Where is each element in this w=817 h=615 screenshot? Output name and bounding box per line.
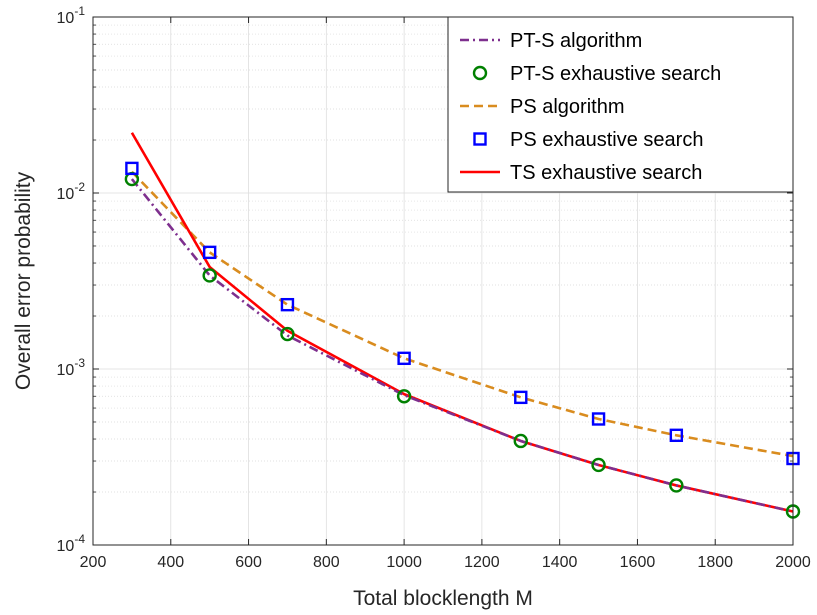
tick-labels: 200 400 600 800 1000 1200 1400 1600 1800 2000 10-4…: [57, 4, 811, 571]
series-line-pt-s-algorithm: [130, 178, 794, 513]
data-point-ps-exhaustive-search: [280, 297, 295, 312]
data-point-ps-exhaustive-search: [514, 390, 528, 405]
series-line-ts-exhaustive-search: [130, 132, 794, 513]
x-tick-label: 1600: [620, 554, 656, 571]
legend-box: [447, 16, 794, 193]
x-tick-label: 1400: [542, 554, 578, 571]
x-tick-label: 1000: [386, 554, 422, 571]
x-tick-label: 1800: [697, 554, 733, 571]
legend-label-ps-algorithm: PS algorithm: [510, 96, 625, 118]
data-point-pt-s-exhaustive-search: [396, 389, 412, 404]
y-tick-label: 10-3: [57, 356, 86, 379]
y-tick-label: 10-2: [57, 180, 86, 203]
data-point-pt-s-exhaustive-search: [513, 433, 528, 449]
data-point-pt-s-exhaustive-search: [591, 457, 606, 473]
data-point-ps-exhaustive-search: [202, 245, 217, 260]
series-layer: [124, 132, 801, 519]
legend-label-ps-exhaustive-search: PS exhaustive search: [510, 129, 703, 151]
legend-label-ts-exhaustive-search: TS exhaustive search: [510, 162, 702, 184]
data-point-ps-exhaustive-search: [591, 412, 606, 426]
legend-label-pt-s-exhaustive-search: PT-S exhaustive search: [510, 63, 721, 85]
x-tick-label: 600: [235, 554, 262, 571]
plot-frame: [92, 16, 794, 546]
y-tick-label: 10-1: [57, 4, 86, 27]
data-point-ps-exhaustive-search: [397, 351, 411, 366]
legend-label-pt-s-algorithm: PT-S algorithm: [510, 30, 642, 52]
data-point-pt-s-exhaustive-search: [280, 326, 295, 342]
data-point-pt-s-exhaustive-search: [669, 478, 684, 493]
series-line-ps-algorithm: [130, 170, 794, 458]
x-tick-label: 400: [157, 554, 184, 571]
legend-swatch-pt-s-exhaustive-search: [472, 65, 488, 81]
data-point-pt-s-exhaustive-search: [202, 268, 217, 283]
data-point-ps-exhaustive-search: [125, 161, 139, 176]
x-tick-label: 800: [313, 554, 340, 571]
legend: PT-S algorithm PT-S exhaustive search PS a…: [447, 16, 794, 193]
data-point-ps-exhaustive-search: [669, 428, 684, 443]
y-tick-label: 10-4: [57, 532, 86, 555]
x-tick-label: 1200: [464, 554, 500, 571]
x-tick-label: 200: [80, 554, 107, 571]
x-tick-label: 2000: [775, 554, 811, 571]
x-axis-title: Total blocklength M: [353, 587, 533, 610]
legend-swatch-ps-exhaustive-search: [473, 132, 487, 146]
y-axis-title: Overall error probability: [12, 171, 35, 390]
